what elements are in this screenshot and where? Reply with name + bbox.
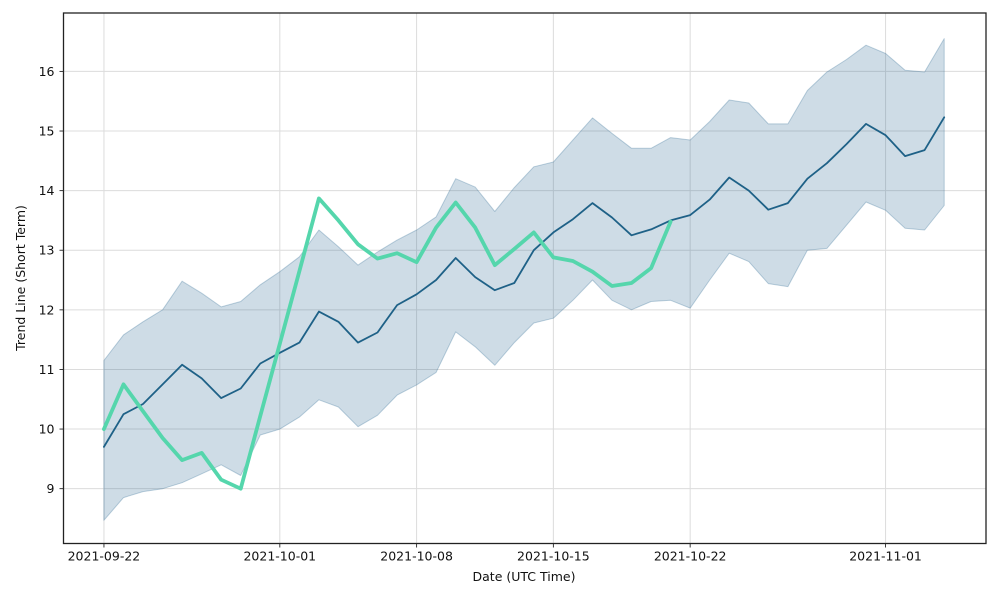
prediction-interval-band [103,38,945,521]
grid-layer [63,13,986,544]
plot-frame [62,12,987,545]
x-tick-label: 2021-10-01 [243,549,316,564]
y-axis-title: Trend Line (Short Term) [13,205,28,352]
x-tick-label: 2021-09-22 [68,549,141,564]
actual-price-line [102,196,673,491]
band-layer [103,38,945,521]
y-tick-label: 9 [47,481,55,496]
forecast-trend-line [103,116,946,448]
x-axis-title: Date (UTC Time) [473,569,576,584]
x-tick-label: 2021-10-08 [380,549,453,564]
y-tick-label: 16 [39,64,55,79]
y-tick-label: 14 [39,183,55,198]
y-tick-label: 10 [39,422,55,437]
y-tick-label: 13 [39,243,55,258]
x-tick-label: 2021-11-01 [849,549,922,564]
y-tick-label: 15 [39,124,55,139]
line-layer [102,116,946,491]
x-tick-label: 2021-10-15 [517,549,590,564]
axis-layer: 9 10 11 12 13 14 15 16 2021-09-22 2021-10-01 2021-… [39,12,987,564]
x-tick-label: 2021-10-22 [654,549,727,564]
y-tick-label: 12 [39,302,55,317]
y-tick-label: 11 [39,362,55,377]
